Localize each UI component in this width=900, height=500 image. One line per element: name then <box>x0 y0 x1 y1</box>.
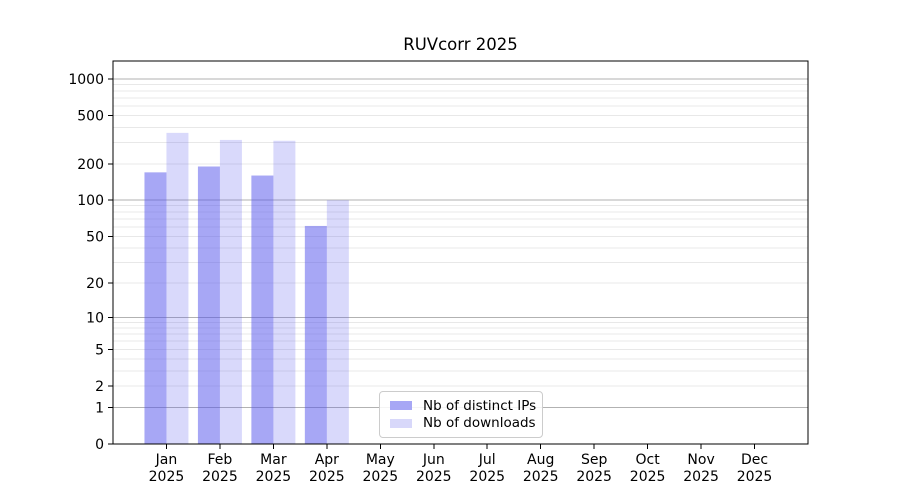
y-tick-label: 200 <box>77 157 104 173</box>
x-tick-label-year: 2025 <box>737 469 773 485</box>
x-tick-label-year: 2025 <box>630 469 666 485</box>
x-tick-label-month: Mar <box>260 452 287 468</box>
bar-nb-of-downloads-apr <box>326 200 349 444</box>
y-tick-label: 100 <box>77 193 104 209</box>
bar-nb-of-downloads-jan <box>166 132 189 445</box>
chart-title: RUVcorr 2025 <box>403 35 518 54</box>
plot-border <box>112 60 809 445</box>
x-tick-label-month: Jan <box>155 452 178 468</box>
y-tick-label: 1 <box>95 400 104 416</box>
x-tick-label-year: 2025 <box>416 469 452 485</box>
legend-label-distinct-ips: Nb of distinct IPs <box>423 397 537 414</box>
y-tick-label: 500 <box>77 109 104 125</box>
x-tick-label-month: Nov <box>687 452 714 468</box>
legend-item-downloads: Nb of downloads <box>390 415 536 431</box>
bar-nb-of-downloads-feb <box>219 139 242 445</box>
x-tick-label-month: Dec <box>741 452 768 468</box>
x-tick-label-month: May <box>366 452 395 468</box>
y-tick-label: 20 <box>86 276 104 292</box>
x-tick-label-year: 2025 <box>149 469 185 485</box>
bar-nb-of-downloads-mar <box>273 140 296 445</box>
legend-item-distinct-ips: Nb of distinct IPs <box>390 398 536 414</box>
x-tick-label-year: 2025 <box>202 469 238 485</box>
x-tick-label-month: Jun <box>422 452 445 468</box>
bar-nb-of-distinct-ips-jan <box>144 172 167 444</box>
legend-swatch-distinct-ips <box>390 401 412 411</box>
legend-label-downloads: Nb of downloads <box>423 415 536 432</box>
x-tick-label-year: 2025 <box>362 469 398 485</box>
x-tick-label-month: Jul <box>478 452 496 468</box>
bar-nb-of-distinct-ips-feb <box>197 166 220 444</box>
legend-swatch-downloads <box>390 418 412 428</box>
y-tick-label: 50 <box>86 229 104 245</box>
x-tick-label-month: Sep <box>581 452 608 468</box>
legend: Nb of distinct IPs Nb of downloads <box>379 391 543 438</box>
x-tick-label-year: 2025 <box>256 469 292 485</box>
x-tick-label-month: Apr <box>315 452 339 468</box>
x-tick-label-month: Feb <box>208 452 233 468</box>
y-tick-label: 10 <box>86 310 104 326</box>
bar-nb-of-distinct-ips-mar <box>251 175 274 445</box>
x-tick-label-month: Oct <box>636 452 661 468</box>
y-tick-label: 5 <box>95 342 104 358</box>
x-tick-label-year: 2025 <box>469 469 505 485</box>
x-tick-label-year: 2025 <box>576 469 612 485</box>
bar-nb-of-distinct-ips-apr <box>304 225 327 444</box>
x-tick-label-month: Aug <box>527 452 554 468</box>
y-tick-label: 0 <box>95 437 104 453</box>
x-tick-label-year: 2025 <box>309 469 345 485</box>
x-tick-label-year: 2025 <box>523 469 559 485</box>
y-tick-label: 1000 <box>68 72 104 88</box>
y-tick-label: 2 <box>95 379 104 395</box>
x-tick-label-year: 2025 <box>683 469 719 485</box>
